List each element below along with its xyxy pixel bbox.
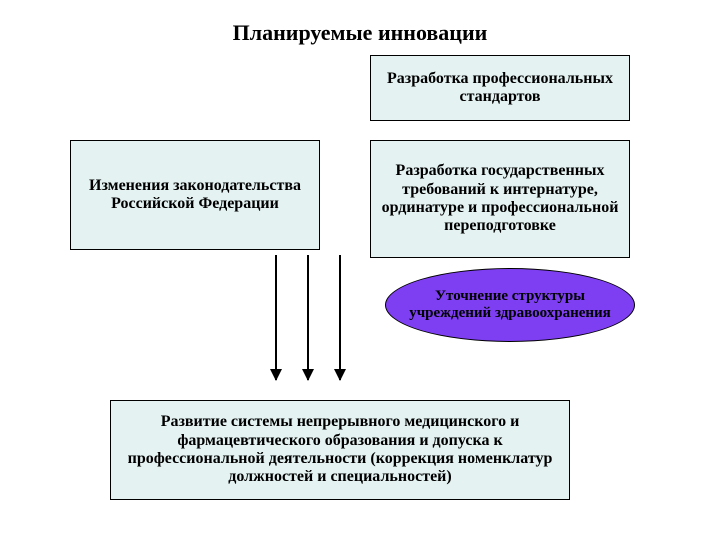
box-continuous-education-text: Развитие системы непрерывного медицинско… [121, 413, 559, 487]
arrow-down [307, 255, 309, 380]
box-continuous-education: Развитие системы непрерывного медицинско… [110, 400, 570, 500]
box-legislation-changes-text: Изменения законодательства Российской Фе… [81, 177, 309, 214]
arrow-down [339, 255, 341, 380]
ellipse-structure-refinement: Уточнение структуры учреждений здравоохр… [385, 268, 635, 342]
box-prof-standards: Разработка профессиональных стандартов [370, 55, 630, 121]
arrow-down [275, 255, 277, 380]
ellipse-structure-refinement-text: Уточнение структуры учреждений здравоохр… [396, 288, 624, 323]
box-prof-standards-text: Разработка профессиональных стандартов [381, 70, 619, 107]
box-state-requirements-text: Разработка государственных требований к … [381, 162, 619, 236]
box-legislation-changes: Изменения законодательства Российской Фе… [70, 140, 320, 250]
page-title-text: Планируемые инновации [233, 20, 488, 45]
page-title: Планируемые инновации [0, 20, 720, 46]
box-state-requirements: Разработка государственных требований к … [370, 140, 630, 258]
